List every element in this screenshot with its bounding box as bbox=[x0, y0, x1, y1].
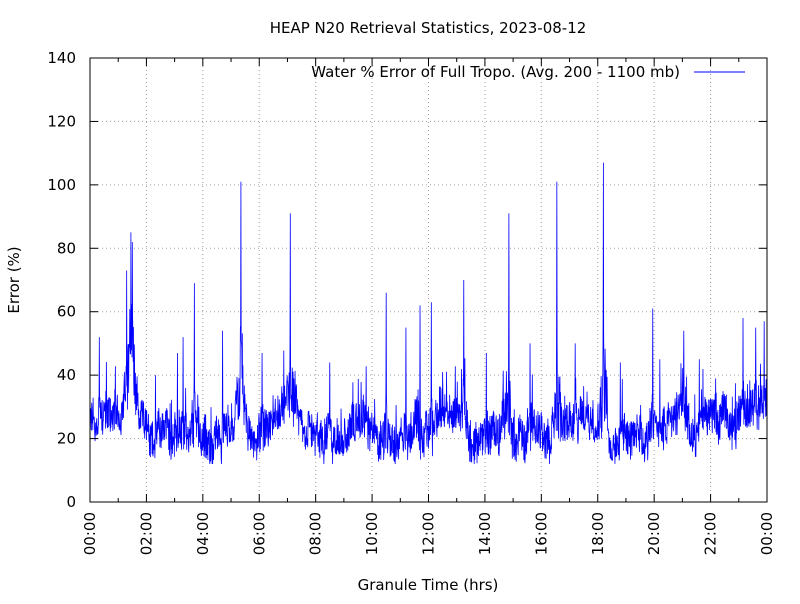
chart-title: HEAP N20 Retrieval Statistics, 2023-08-1… bbox=[270, 19, 587, 37]
x-tick-label: 18:00 bbox=[589, 512, 607, 555]
y-axis-label: Error (%) bbox=[5, 246, 23, 313]
y-tick-label: 140 bbox=[47, 49, 76, 67]
series-line bbox=[89, 162, 768, 464]
x-tick-label: 02:00 bbox=[137, 512, 155, 555]
y-tick-label: 0 bbox=[66, 493, 76, 511]
x-tick-label: 22:00 bbox=[702, 512, 720, 555]
y-tick-label: 40 bbox=[57, 366, 76, 384]
x-tick-label: 20:00 bbox=[645, 512, 663, 555]
x-tick-label: 06:00 bbox=[250, 512, 268, 555]
x-axis-label: Granule Time (hrs) bbox=[358, 576, 499, 594]
x-tick-label: 00:00 bbox=[758, 512, 776, 555]
x-tick-label: 04:00 bbox=[194, 512, 212, 555]
tick-layer: 0 20 40 60 80 100 120 140 00:00 02:00 04:00 06:00 08… bbox=[47, 49, 776, 555]
x-tick-label: 00:00 bbox=[81, 512, 99, 555]
y-tick-label: 100 bbox=[47, 176, 76, 194]
y-tick-label: 20 bbox=[57, 430, 76, 448]
x-tick-label: 14:00 bbox=[476, 512, 494, 555]
x-tick-label: 12:00 bbox=[420, 512, 438, 555]
series-layer bbox=[89, 162, 768, 464]
x-tick-label: 08:00 bbox=[307, 512, 325, 555]
grid-layer bbox=[90, 58, 767, 502]
x-tick-label: 16:00 bbox=[532, 512, 550, 555]
y-tick-label: 60 bbox=[57, 303, 76, 321]
legend-label: Water % Error of Full Tropo. (Avg. 200 -… bbox=[311, 63, 680, 81]
legend: Water % Error of Full Tropo. (Avg. 200 -… bbox=[311, 63, 745, 81]
y-tick-label: 80 bbox=[57, 239, 76, 257]
x-tick-label: 10:00 bbox=[363, 512, 381, 555]
y-tick-label: 120 bbox=[47, 112, 76, 130]
